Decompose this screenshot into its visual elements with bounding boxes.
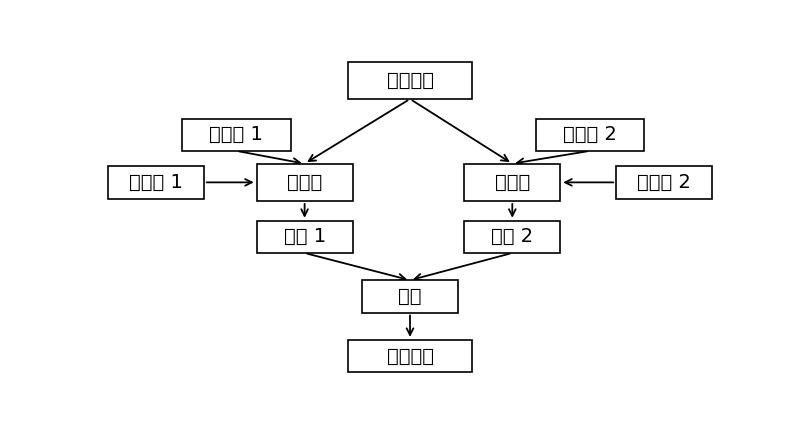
Bar bbox=[348, 340, 472, 372]
Text: 修饰物 2: 修饰物 2 bbox=[638, 173, 691, 192]
Text: 超微粉碎: 超微粉碎 bbox=[386, 347, 434, 366]
Bar bbox=[348, 61, 472, 99]
Bar bbox=[108, 166, 204, 198]
Bar bbox=[257, 164, 353, 201]
Text: 沉淡 2: 沉淡 2 bbox=[491, 227, 534, 246]
Bar bbox=[616, 166, 712, 198]
Text: 沉淡 1: 沉淡 1 bbox=[283, 227, 326, 246]
Text: 修饰物 1: 修饰物 1 bbox=[129, 173, 182, 192]
Bar bbox=[362, 280, 458, 312]
Bar bbox=[535, 118, 644, 151]
Text: 反应釜: 反应釜 bbox=[287, 173, 322, 192]
Text: 反应釜: 反应釜 bbox=[494, 173, 530, 192]
Bar bbox=[182, 118, 290, 151]
Text: 修饰剂 2: 修饰剂 2 bbox=[563, 125, 617, 144]
Bar bbox=[257, 221, 353, 253]
Bar bbox=[464, 221, 560, 253]
Bar bbox=[464, 164, 560, 201]
Text: 修饰剂 1: 修饰剂 1 bbox=[210, 125, 263, 144]
Text: 去离子水: 去离子水 bbox=[386, 71, 434, 90]
Text: 烘干: 烘干 bbox=[398, 287, 422, 306]
